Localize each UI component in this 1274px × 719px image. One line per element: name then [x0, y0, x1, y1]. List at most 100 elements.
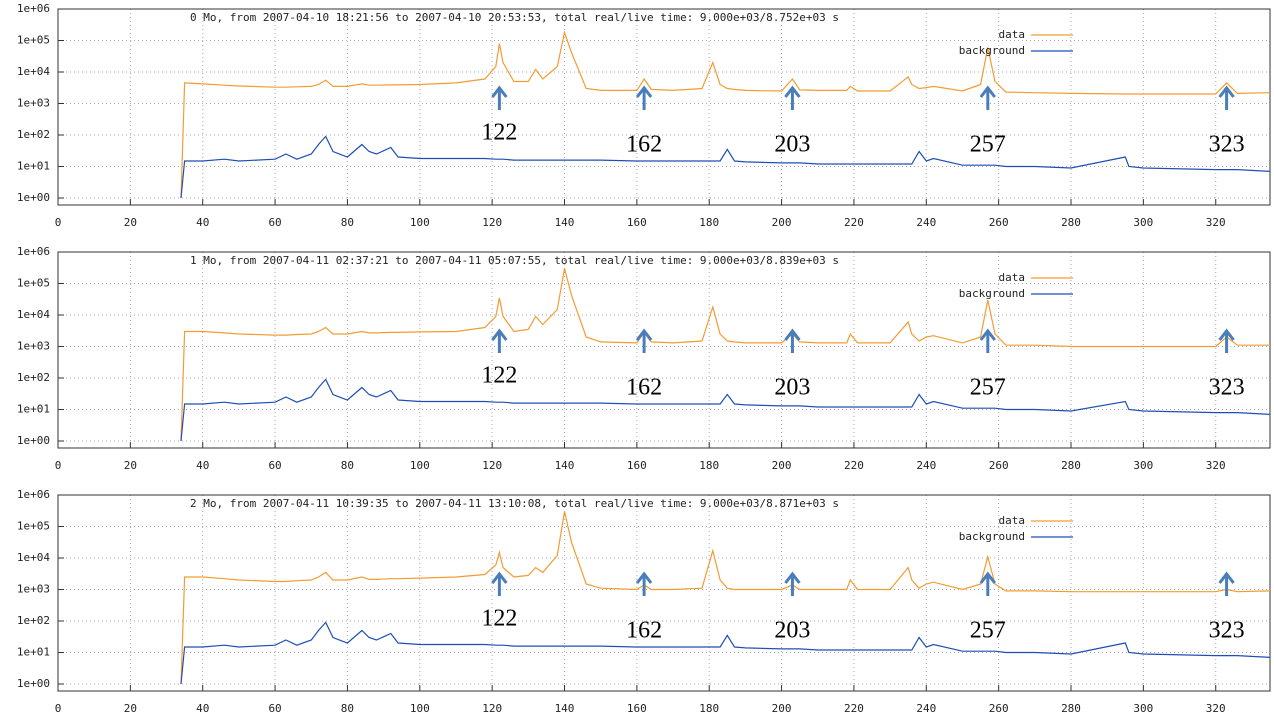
annotation-arrow — [784, 328, 801, 353]
x-tick-label: 80 — [341, 459, 354, 472]
x-tick-label: 20 — [124, 216, 137, 229]
y-tick-label: 1e+00 — [17, 434, 50, 447]
y-tick-label: 1e+01 — [17, 160, 50, 173]
x-tick-label: 240 — [916, 459, 936, 472]
annotation-arrow — [491, 328, 508, 353]
legend-label: background — [959, 287, 1025, 300]
series-line — [180, 621, 1271, 685]
annotation-arrow — [784, 571, 801, 596]
x-tick-label: 60 — [268, 702, 281, 715]
annotation-label: 122 — [481, 606, 517, 632]
x-tick-label: 300 — [1133, 459, 1153, 472]
annotation-label: 162 — [626, 132, 662, 158]
x-tick-label: 0 — [55, 216, 62, 229]
y-tick-label: 1e+04 — [17, 65, 50, 78]
annotation-arrow — [979, 85, 996, 110]
arrow-head — [1218, 85, 1235, 98]
x-tick-label: 280 — [1061, 459, 1081, 472]
x-tick-label: 20 — [124, 702, 137, 715]
x-tick-label: 320 — [1206, 702, 1226, 715]
x-tick-label: 40 — [196, 216, 209, 229]
arrow-head — [979, 571, 996, 584]
x-tick-label: 220 — [844, 459, 864, 472]
x-tick-label: 220 — [844, 216, 864, 229]
annotation-arrow — [635, 85, 653, 110]
chart-title: 2 Mo, from 2007-04-11 10:39:35 to 2007-0… — [190, 497, 839, 510]
x-tick-label: 260 — [989, 459, 1009, 472]
annotation-arrow — [635, 571, 653, 596]
x-tick-label: 320 — [1206, 459, 1226, 472]
x-tick-label: 120 — [482, 216, 502, 229]
x-tick-label: 140 — [555, 702, 575, 715]
plot-frame — [57, 8, 1271, 206]
series-line — [180, 268, 1270, 442]
x-tick-label: 300 — [1133, 216, 1153, 229]
x-tick-label: 260 — [989, 216, 1009, 229]
x-tick-label: 220 — [844, 702, 864, 715]
legend-label: background — [959, 530, 1025, 543]
annotation-label: 203 — [774, 132, 810, 158]
y-tick-label: 1e+06 — [17, 2, 50, 15]
y-tick-label: 1e+03 — [17, 97, 50, 110]
x-tick-label: 120 — [482, 702, 502, 715]
arrow-head — [784, 571, 801, 584]
annotation-arrow — [784, 85, 801, 110]
annotation-label: 162 — [626, 375, 662, 401]
arrow-head — [491, 571, 508, 584]
y-tick-label: 1e+03 — [17, 583, 50, 596]
x-tick-label: 0 — [55, 459, 62, 472]
annotation-label: 122 — [481, 120, 517, 146]
annotation-arrow — [635, 328, 653, 353]
annotation-arrow — [979, 328, 996, 353]
annotation-arrow — [491, 85, 508, 110]
arrow-head — [784, 328, 801, 341]
annotation-label: 257 — [970, 132, 1006, 158]
panel: 1e+00 1e+01 1e+02 1e+03 1e+04 1e+05 1e+06 0 20 40… — [17, 488, 1271, 715]
x-tick-label: 40 — [196, 459, 209, 472]
y-tick-label: 1e+01 — [17, 646, 50, 659]
x-tick-label: 300 — [1133, 702, 1153, 715]
annotation-label: 162 — [626, 618, 662, 644]
x-tick-label: 60 — [268, 216, 281, 229]
annotation-arrow — [1218, 328, 1235, 353]
arrow-head — [979, 328, 996, 341]
x-tick-label: 180 — [699, 702, 719, 715]
x-tick-label: 100 — [410, 702, 430, 715]
arrow-head — [635, 85, 653, 98]
legend-label: data — [999, 514, 1026, 527]
legend-label: data — [999, 28, 1026, 41]
x-tick-label: 100 — [410, 459, 430, 472]
y-tick-label: 1e+05 — [17, 34, 50, 47]
series-line — [180, 511, 1271, 685]
x-tick-label: 320 — [1206, 216, 1226, 229]
annotation-arrow — [1218, 85, 1235, 110]
x-tick-label: 60 — [268, 459, 281, 472]
x-tick-label: 180 — [699, 216, 719, 229]
annotation-arrow — [491, 571, 508, 596]
plot-frame — [57, 494, 1271, 692]
annotation-label: 122 — [481, 363, 517, 389]
arrow-head — [1218, 571, 1235, 584]
y-tick-label: 1e+01 — [17, 403, 50, 416]
arrow-head — [635, 328, 653, 341]
x-tick-label: 80 — [341, 702, 354, 715]
panel: 1e+00 1e+01 1e+02 1e+03 1e+04 1e+05 1e+06 0 20 40… — [17, 245, 1271, 472]
chart-title: 1 Mo, from 2007-04-11 02:37:21 to 2007-0… — [190, 254, 839, 267]
arrow-head — [635, 571, 653, 584]
y-tick-label: 1e+05 — [17, 277, 50, 290]
arrow-head — [979, 85, 996, 98]
panel: 1e+00 1e+01 1e+02 1e+03 1e+04 1e+05 1e+06 0 20 40… — [17, 2, 1271, 229]
annotation-label: 323 — [1209, 618, 1245, 644]
annotation-label: 203 — [774, 618, 810, 644]
annotation-arrow — [979, 571, 996, 596]
x-tick-label: 140 — [555, 459, 575, 472]
x-tick-label: 180 — [699, 459, 719, 472]
y-tick-label: 1e+02 — [17, 128, 50, 141]
y-tick-label: 1e+03 — [17, 340, 50, 353]
arrow-head — [784, 85, 801, 98]
series-line — [180, 30, 1271, 199]
x-tick-label: 100 — [410, 216, 430, 229]
plot-frame — [57, 251, 1271, 449]
